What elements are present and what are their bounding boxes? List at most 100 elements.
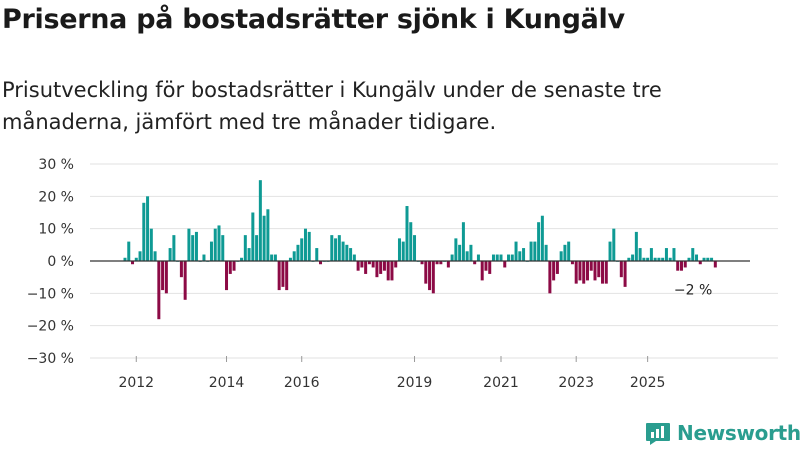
bar[interactable]: [522, 248, 526, 261]
bar[interactable]: [491, 254, 495, 261]
bar[interactable]: [194, 231, 198, 261]
bar[interactable]: [428, 261, 432, 291]
bar[interactable]: [473, 261, 477, 265]
bar[interactable]: [367, 261, 371, 265]
bar[interactable]: [559, 251, 563, 261]
bar[interactable]: [537, 222, 541, 261]
bar[interactable]: [563, 244, 567, 261]
bar[interactable]: [382, 261, 386, 271]
bar[interactable]: [653, 257, 657, 261]
bar[interactable]: [450, 254, 454, 261]
bar[interactable]: [209, 241, 213, 261]
bar[interactable]: [131, 261, 135, 265]
bar[interactable]: [604, 261, 608, 284]
bar[interactable]: [435, 261, 439, 265]
bar[interactable]: [285, 261, 289, 291]
bar[interactable]: [634, 231, 638, 261]
bar[interactable]: [548, 261, 552, 294]
bar[interactable]: [431, 261, 435, 294]
bar[interactable]: [172, 235, 176, 261]
bar[interactable]: [217, 225, 221, 261]
bar[interactable]: [149, 228, 153, 261]
bar[interactable]: [138, 251, 142, 261]
bar[interactable]: [273, 254, 277, 261]
bar[interactable]: [638, 248, 642, 261]
bar[interactable]: [555, 261, 559, 274]
bar[interactable]: [379, 261, 383, 274]
bar[interactable]: [371, 261, 375, 268]
bar[interactable]: [270, 254, 274, 261]
bar[interactable]: [507, 254, 511, 261]
bar[interactable]: [668, 257, 672, 261]
bar[interactable]: [623, 261, 627, 287]
bar[interactable]: [664, 248, 668, 261]
bar[interactable]: [578, 261, 582, 281]
bar[interactable]: [281, 261, 285, 287]
bar[interactable]: [446, 261, 450, 268]
bar[interactable]: [710, 257, 714, 261]
bar[interactable]: [695, 254, 699, 261]
bar[interactable]: [266, 209, 270, 261]
bar[interactable]: [247, 248, 251, 261]
bar[interactable]: [202, 254, 206, 261]
bar[interactable]: [296, 244, 300, 261]
bar[interactable]: [349, 248, 353, 261]
bar[interactable]: [691, 248, 695, 261]
bar[interactable]: [567, 241, 571, 261]
bar[interactable]: [480, 261, 484, 281]
bar[interactable]: [157, 261, 161, 320]
bar[interactable]: [499, 254, 503, 261]
bar[interactable]: [364, 261, 368, 274]
bar[interactable]: [123, 257, 127, 261]
bar[interactable]: [300, 238, 304, 261]
bar[interactable]: [232, 261, 236, 271]
bar[interactable]: [649, 248, 653, 261]
bar[interactable]: [375, 261, 379, 278]
bar[interactable]: [529, 241, 533, 261]
bar[interactable]: [495, 254, 499, 261]
bar[interactable]: [627, 257, 631, 261]
bar[interactable]: [593, 261, 597, 281]
bar[interactable]: [183, 261, 187, 300]
bar[interactable]: [240, 257, 244, 261]
bar[interactable]: [153, 251, 157, 261]
bar[interactable]: [277, 261, 281, 291]
bar[interactable]: [134, 257, 138, 261]
bar[interactable]: [142, 202, 146, 261]
bar[interactable]: [469, 244, 473, 261]
bar[interactable]: [228, 261, 232, 274]
bar[interactable]: [676, 261, 680, 271]
bar[interactable]: [319, 261, 323, 265]
bar[interactable]: [262, 215, 266, 261]
bar[interactable]: [570, 261, 574, 265]
bar[interactable]: [213, 228, 217, 261]
bar[interactable]: [146, 196, 150, 261]
bar[interactable]: [251, 212, 255, 262]
bar[interactable]: [360, 261, 364, 268]
bar[interactable]: [698, 261, 702, 265]
bar[interactable]: [657, 257, 661, 261]
bar[interactable]: [597, 261, 601, 278]
bar[interactable]: [552, 261, 556, 281]
bar[interactable]: [661, 257, 665, 261]
bar[interactable]: [585, 261, 589, 281]
brand[interactable]: Newsworthy: [645, 420, 800, 446]
bar[interactable]: [341, 241, 345, 261]
bar[interactable]: [161, 261, 165, 291]
bar[interactable]: [574, 261, 578, 284]
bar[interactable]: [518, 251, 522, 261]
bar[interactable]: [187, 228, 191, 261]
bar[interactable]: [612, 228, 616, 261]
bar[interactable]: [315, 248, 319, 261]
bar[interactable]: [540, 215, 544, 261]
bar[interactable]: [514, 241, 518, 261]
bar[interactable]: [191, 235, 195, 261]
bar[interactable]: [706, 257, 710, 261]
bar[interactable]: [488, 261, 492, 274]
bar[interactable]: [337, 235, 341, 261]
bar[interactable]: [292, 251, 296, 261]
bar[interactable]: [401, 241, 405, 261]
bar[interactable]: [424, 261, 428, 284]
bar[interactable]: [503, 261, 507, 268]
bar[interactable]: [288, 257, 292, 261]
